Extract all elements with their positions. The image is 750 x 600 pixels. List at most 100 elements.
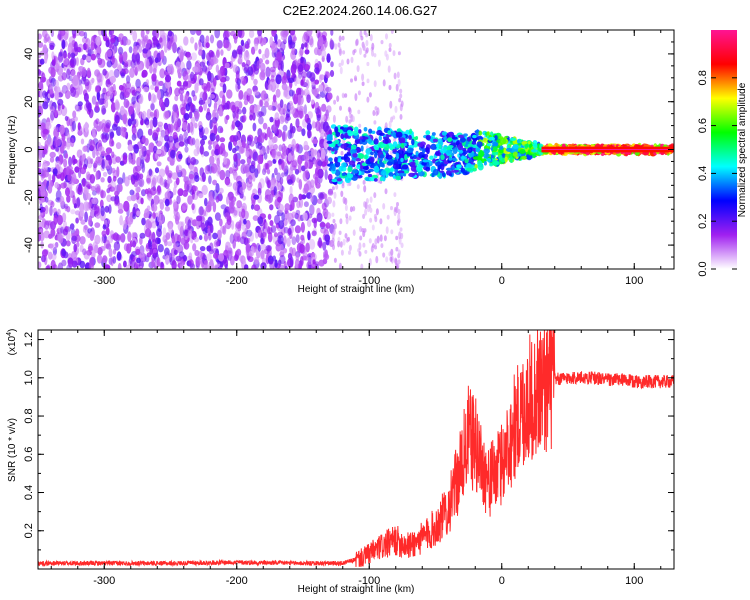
spectrogram-cell [122, 51, 128, 63]
spectrogram-cell [399, 114, 403, 120]
spectrogram-cell [156, 127, 160, 133]
spectrogram-cell [399, 227, 403, 232]
spectrogram-cell [148, 243, 153, 250]
snr-series-line [38, 330, 674, 568]
spectrogram-cell [145, 30, 150, 35]
spectrogram-cell [125, 87, 131, 96]
spectrogram-cell [365, 47, 369, 53]
spectrogram-cell [366, 204, 370, 213]
spectrogram-cell [81, 67, 87, 78]
spectrogram-cell [163, 110, 170, 120]
spectrogram-cell [42, 30, 48, 38]
spectrogram-cell [214, 30, 221, 39]
spectrogram-cell [310, 252, 317, 262]
spectrogram-cell [170, 149, 176, 159]
spectrogram-cell [466, 163, 472, 169]
spectrogram-cell [132, 152, 136, 161]
spectrogram-cell [296, 200, 301, 209]
spectrogram-cell [382, 252, 386, 258]
spectrogram-cell [298, 193, 303, 201]
spectrogram-cell [146, 149, 151, 157]
spectrogram-cell [215, 195, 220, 203]
spectrogram-cell [284, 265, 288, 269]
spectrogram-cell [425, 130, 431, 136]
spectrogram-cell [224, 62, 230, 69]
spectrogram-cell [74, 166, 80, 173]
spectrogram-cell [127, 216, 134, 225]
spectrogram-cell [254, 104, 260, 112]
spectrogram-cell [373, 80, 377, 88]
spectrogram-cell [358, 251, 362, 257]
spectrogram-cell [384, 122, 388, 130]
spectrogram-cell [71, 250, 78, 259]
spectrogram-cell [334, 156, 338, 163]
spectrogram-cell [38, 41, 44, 48]
spectrogram-cell [101, 150, 106, 156]
spectrogram-cell [66, 206, 71, 213]
spectrogram-cell [274, 60, 279, 68]
spectrogram-cell [149, 119, 154, 130]
spectrogram-cell [281, 145, 289, 156]
spectrogram-cell [111, 151, 115, 158]
spectrogram-cell [194, 42, 198, 51]
spectrogram-cell [123, 68, 129, 75]
spectrogram-cell [133, 203, 138, 211]
spectrogram-cell [101, 159, 105, 170]
spectrogram-cell [172, 104, 178, 112]
spectrogram-cell [304, 64, 311, 71]
spectrogram-cell [84, 181, 91, 187]
spectrogram-cell [271, 42, 278, 53]
spectrogram-cell [39, 70, 44, 77]
spectrogram-cell [151, 73, 157, 82]
spectrogram-cell [509, 156, 513, 163]
spectrogram-cell [56, 214, 64, 226]
spectrogram-cell [202, 228, 208, 235]
spectrogram-cell [370, 151, 374, 156]
spectrogram-cell [169, 160, 175, 166]
spectrogram-cell [355, 39, 358, 47]
spectrogram-cell [339, 218, 343, 225]
spectrogram-cell [242, 106, 247, 115]
spectrogram-cell [111, 233, 118, 240]
spectrogram-cell [280, 30, 284, 37]
spectrogram-cell [260, 90, 267, 101]
spectrogram-cell [122, 154, 128, 165]
spectrogram-cell [409, 128, 413, 134]
colorbar-tick-label: 0.8 [697, 70, 709, 85]
spectrogram-cell [344, 93, 348, 98]
spectrogram-cell [85, 192, 91, 200]
spectrogram-cell [475, 129, 480, 137]
spectrogram-cell [129, 253, 134, 260]
figure-title: C2E2.2024.260.14.06.G27 [283, 3, 438, 18]
spectrogram-cell [369, 34, 373, 42]
spectrogram-cell [144, 119, 150, 126]
spectrogram-cell [53, 137, 60, 148]
spectrogram-cell [42, 101, 49, 110]
spectrogram-cell [483, 161, 487, 166]
spectrogram-cell [365, 33, 369, 38]
spectrogram-cell [415, 136, 419, 140]
spectrogram-cell [73, 230, 78, 237]
spectrogram-cell [102, 224, 107, 230]
spectrogram-cell [476, 141, 483, 148]
spectrogram-cell [109, 128, 114, 140]
spectrogram-cell [70, 209, 76, 215]
spectrogram-cell [209, 119, 213, 130]
spectrogram-cell [306, 123, 312, 132]
snr-scale-factor: (x104) [6, 329, 18, 356]
spectrogram-cell [143, 86, 149, 93]
spectrogram-cell [315, 120, 321, 132]
spectrogram-cell [187, 122, 191, 134]
spectrogram-cell [373, 165, 380, 173]
spectrogram-cell [139, 265, 143, 269]
spectrogram-cell [199, 129, 204, 139]
spectrogram-cell [313, 89, 318, 97]
spectrogram-cell [368, 92, 372, 98]
spectrogram-cell [182, 70, 189, 82]
spectrogram-cell [84, 211, 88, 223]
spectrogram-cell [326, 196, 332, 205]
spectrogram-cell [198, 206, 204, 216]
spectrogram-cell [377, 142, 384, 148]
spectrogram-cell [334, 126, 339, 133]
